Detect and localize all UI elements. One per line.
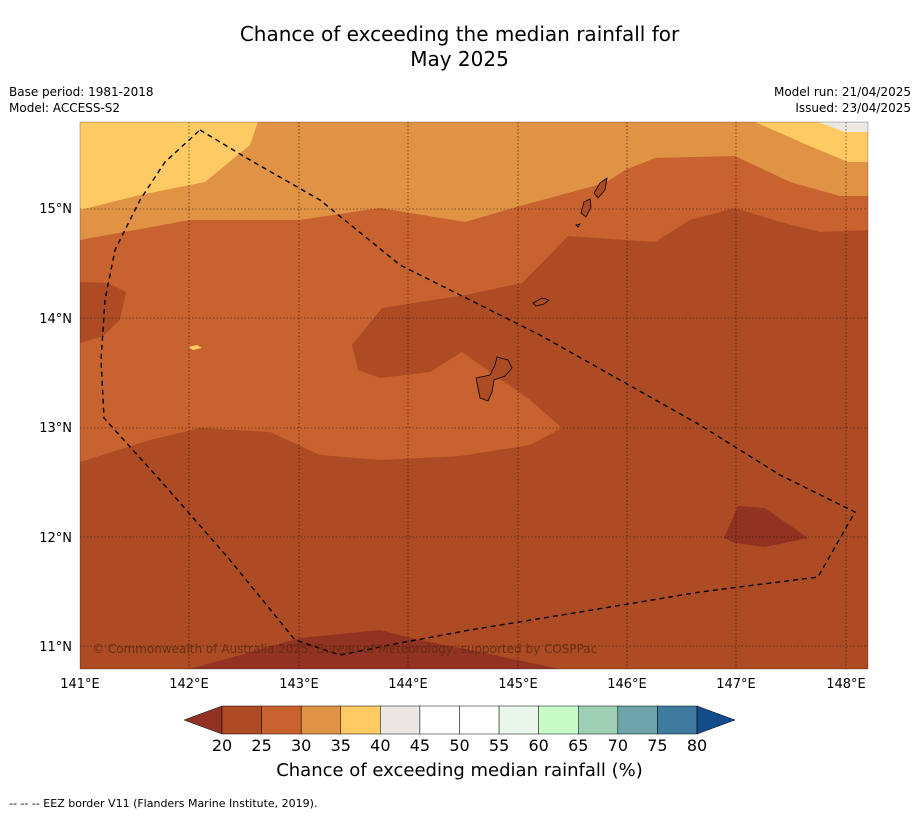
colorbar-swatch [578, 705, 619, 735]
lon-label-142e: 142°E [169, 677, 209, 692]
title-line-2: May 2025 [410, 47, 509, 71]
lon-label-144e: 144°E [388, 677, 428, 692]
island-rota [532, 297, 550, 307]
copyright-notice: © Commonwealth of Australia 2025, Bureau… [92, 642, 597, 656]
colorbar-swatches [221, 705, 698, 735]
colorbar-tick-label: 50 [449, 736, 469, 755]
lon-label-141e: 141°E [60, 677, 100, 692]
colorbar-swatch [340, 705, 381, 735]
colorbar-tick-label: 70 [608, 736, 628, 755]
island-saipan [593, 177, 608, 199]
issued-date: Issued: 23/04/2025 [795, 101, 911, 115]
colorbar-tick-label: 55 [489, 736, 509, 755]
band-30-35-region [80, 122, 868, 240]
latitude-labels: 15°N 14°N 13°N 12°N 11°N [39, 202, 72, 655]
band-20-25-main [80, 208, 868, 669]
colorbar-tick-label: 40 [370, 736, 390, 755]
colorbar-swatch [538, 705, 579, 735]
colorbar-tick-label: 35 [331, 736, 351, 755]
colorbar-tick-label: 30 [291, 736, 311, 755]
colorbar-tick-label: 45 [410, 736, 430, 755]
colorbar-high-arrow [696, 705, 736, 735]
gridlines [80, 122, 868, 669]
colorbar-swatch [498, 705, 539, 735]
lon-label-143e: 143°E [279, 677, 319, 692]
lat-label-13n: 13°N [39, 421, 72, 436]
map-area [80, 122, 868, 669]
colorbar-swatch [261, 705, 302, 735]
band-40-45-corner [818, 122, 868, 132]
island-guam [475, 356, 513, 402]
lon-label-148e: 148°E [826, 677, 866, 692]
colorbar-tick-label: 25 [251, 736, 271, 755]
lat-label-12n: 12°N [39, 531, 72, 546]
colorbar-swatch [380, 705, 421, 735]
model-name: Model: ACCESS-S2 [9, 101, 121, 115]
band-below-20-south [190, 630, 560, 669]
colorbar-tick-label: 60 [528, 736, 548, 755]
island-outlines [475, 177, 608, 402]
colorbar-swatch [617, 705, 658, 735]
model-run: Model run: 21/04/2025 [773, 85, 911, 99]
colorbar: 20 25 30 35 40 45 50 55 60 65 70 75 80 [183, 705, 736, 755]
colorbar-tick-label: 65 [568, 736, 588, 755]
colorbar-low-arrow [183, 705, 223, 735]
colorbar-title: Chance of exceeding median rainfall (%) [276, 760, 643, 781]
eez-border [100, 129, 856, 656]
colorbar-swatch [419, 705, 460, 735]
lon-label-147e: 147°E [716, 677, 756, 692]
band-35-40-northeast [755, 122, 868, 162]
lat-label-14n: 14°N [39, 312, 72, 327]
colorbar-swatch [657, 705, 698, 735]
band-35-40-northwest [80, 122, 258, 210]
island-tinian [580, 198, 592, 218]
colorbar-tick-labels: 20 25 30 35 40 45 50 55 60 65 70 75 80 [212, 736, 707, 755]
lon-label-145e: 145°E [498, 677, 538, 692]
colorbar-swatch [459, 705, 500, 735]
colorbar-swatch [300, 705, 342, 735]
lat-label-11n: 11°N [39, 640, 72, 655]
meta-right: Model run: 21/04/2025 Issued: 23/04/2025 [774, 84, 911, 116]
colorbar-tick-label: 80 [687, 736, 707, 755]
title-line-1: Chance of exceeding the median rainfall … [239, 22, 680, 46]
colorbar-swatch [221, 705, 262, 735]
band-35-40-speck [188, 345, 202, 350]
lat-label-15n: 15°N [39, 202, 72, 217]
lon-label-146e: 146°E [607, 677, 647, 692]
band-20-25-west [80, 282, 126, 343]
chart-title: Chance of exceeding the median rainfall … [0, 22, 919, 72]
colorbar-tick-label: 20 [212, 736, 232, 755]
map-frame [79, 121, 869, 670]
base-period: Base period: 1981-2018 [9, 85, 154, 99]
island-aguijan [575, 223, 581, 228]
eez-footnote: -- -- -- EEZ border V11 (Flanders Marine… [9, 797, 318, 810]
longitude-labels: 141°E 142°E 143°E 144°E 145°E 146°E 147°… [60, 677, 866, 692]
colorbar-tick-label: 75 [647, 736, 667, 755]
meta-left: Base period: 1981-2018 Model: ACCESS-S2 [9, 84, 154, 116]
